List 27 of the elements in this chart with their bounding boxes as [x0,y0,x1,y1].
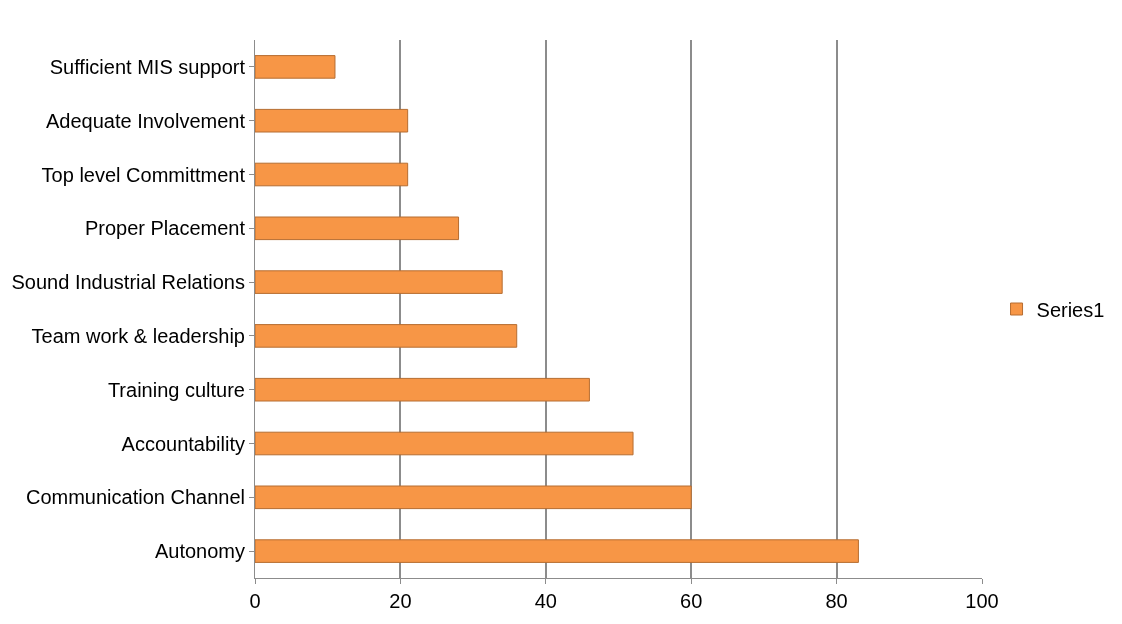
y-tick-label: Sufficient MIS support [49,55,246,78]
bar [255,324,518,348]
x-tick-label: 40 [534,590,557,612]
y-tick-label: Team work & leadership [31,324,245,347]
bar [255,431,634,456]
y-tick-label: Adequate Involvement [45,109,246,132]
bar [255,539,859,563]
x-tick-label: 100 [965,590,999,612]
x-tick-label: 0 [249,590,261,612]
y-tick-label: Communication Channel [25,486,245,509]
x-tick-label: 60 [680,590,703,612]
bar [255,216,460,241]
bar [255,55,336,79]
y-tick-label: Top level Committment [41,163,246,186]
bar [255,162,409,187]
y-tick-label: Accountability [121,432,245,455]
bar [255,377,590,402]
bar [255,270,503,294]
y-tick-label: Training culture [107,378,245,401]
x-tick-label: 20 [389,590,412,612]
y-tick-label: Autonomy [154,540,245,563]
bar [255,485,692,510]
y-tick-label: Sound Industrial Relations [11,271,245,294]
x-tick-label: 80 [825,590,848,612]
bar [255,108,409,133]
legend-label: Series1 [1036,298,1105,321]
y-tick-label: Proper Placement [84,217,246,240]
